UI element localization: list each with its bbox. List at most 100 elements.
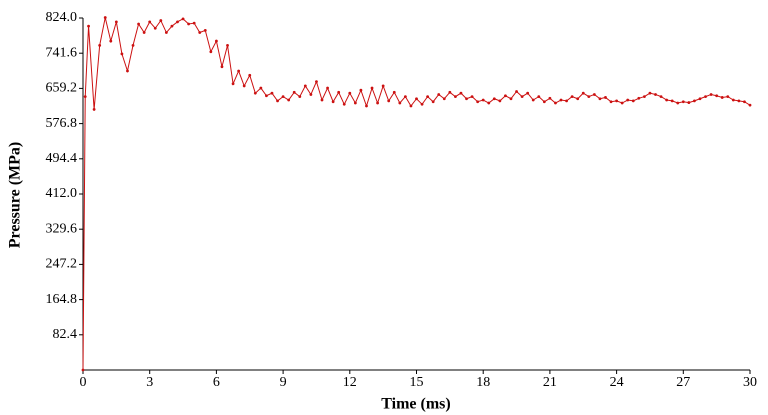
y-tick-label: 164.8 (46, 292, 78, 307)
data-point (665, 98, 669, 102)
data-point (409, 104, 413, 108)
data-point (220, 65, 224, 69)
data-point (526, 91, 530, 95)
data-point (309, 93, 313, 96)
data-point (631, 99, 635, 103)
data-point (420, 102, 424, 106)
data-point (83, 95, 87, 99)
data-point (376, 101, 379, 105)
data-point (337, 90, 341, 94)
data-point (648, 91, 652, 95)
data-point (676, 101, 680, 105)
data-point (126, 69, 129, 73)
data-point (726, 95, 730, 99)
data-point (509, 97, 513, 101)
data-point (481, 98, 485, 102)
y-tick-label: 659.2 (46, 81, 78, 96)
data-point (403, 95, 407, 99)
data-point (381, 84, 385, 88)
y-tick-label: 82.4 (53, 327, 78, 342)
data-point (626, 98, 630, 102)
data-point (670, 99, 674, 103)
data-point (387, 99, 391, 103)
data-point (87, 24, 90, 28)
x-tick-label: 27 (676, 375, 690, 390)
data-point (743, 100, 746, 104)
data-point (237, 69, 241, 73)
data-point (114, 20, 118, 24)
y-tick-label: 576.8 (46, 116, 78, 131)
data-point (537, 95, 541, 99)
data-point (176, 20, 179, 24)
data-point (448, 90, 452, 94)
data-line (82, 17, 751, 371)
data-point (698, 97, 702, 101)
data-point (465, 97, 468, 101)
data-point (498, 99, 502, 103)
data-point (137, 22, 140, 26)
data-point (315, 80, 318, 84)
data-point (426, 95, 430, 99)
data-point (142, 31, 146, 34)
x-tick-label: 18 (476, 375, 490, 390)
data-point (731, 98, 735, 102)
data-point (303, 84, 307, 88)
data-point (554, 101, 557, 105)
data-point (531, 98, 535, 102)
data-point (720, 96, 724, 99)
data-point (164, 31, 168, 34)
data-point (459, 91, 463, 95)
data-point (576, 97, 580, 101)
data-point (548, 96, 552, 100)
data-point (492, 97, 496, 101)
data-point (120, 52, 124, 56)
data-point (392, 90, 396, 94)
data-point (198, 31, 202, 34)
data-point (615, 99, 618, 103)
data-point (209, 50, 213, 54)
y-tick-label: 741.6 (46, 45, 78, 60)
data-point (298, 95, 302, 99)
data-point (470, 95, 474, 99)
data-point (542, 100, 546, 104)
x-tick-label: 12 (343, 375, 357, 390)
data-point (326, 86, 329, 90)
data-point (259, 86, 263, 90)
data-point (370, 86, 374, 90)
y-tick-label: 247.2 (46, 257, 78, 272)
data-point (476, 100, 480, 104)
data-point (365, 104, 368, 108)
data-point (487, 101, 491, 105)
data-point (192, 21, 196, 25)
data-point (253, 91, 257, 95)
data-point (437, 93, 441, 96)
data-point (431, 100, 435, 104)
data-point (103, 16, 107, 19)
data-point (153, 26, 157, 30)
data-point (592, 93, 596, 96)
data-point (442, 97, 446, 101)
data-point (287, 98, 291, 102)
data-point (281, 95, 285, 99)
data-point (131, 43, 135, 47)
data-point (265, 94, 268, 98)
data-point (353, 101, 357, 105)
data-point (331, 100, 335, 104)
data-point (109, 39, 113, 43)
data-point (92, 108, 96, 111)
data-point (604, 96, 607, 99)
data-point (181, 17, 185, 21)
data-point (348, 91, 352, 95)
data-point (359, 88, 363, 92)
data-point (320, 98, 324, 102)
x-tick-label: 9 (280, 375, 287, 390)
x-tick-label: 0 (80, 375, 87, 390)
data-point (226, 43, 229, 47)
data-point (276, 99, 279, 103)
x-tick-label: 24 (610, 375, 624, 390)
data-point (642, 95, 646, 99)
data-point (248, 73, 252, 77)
x-tick-label: 6 (213, 375, 220, 390)
data-point (715, 94, 719, 98)
data-point (587, 95, 591, 99)
